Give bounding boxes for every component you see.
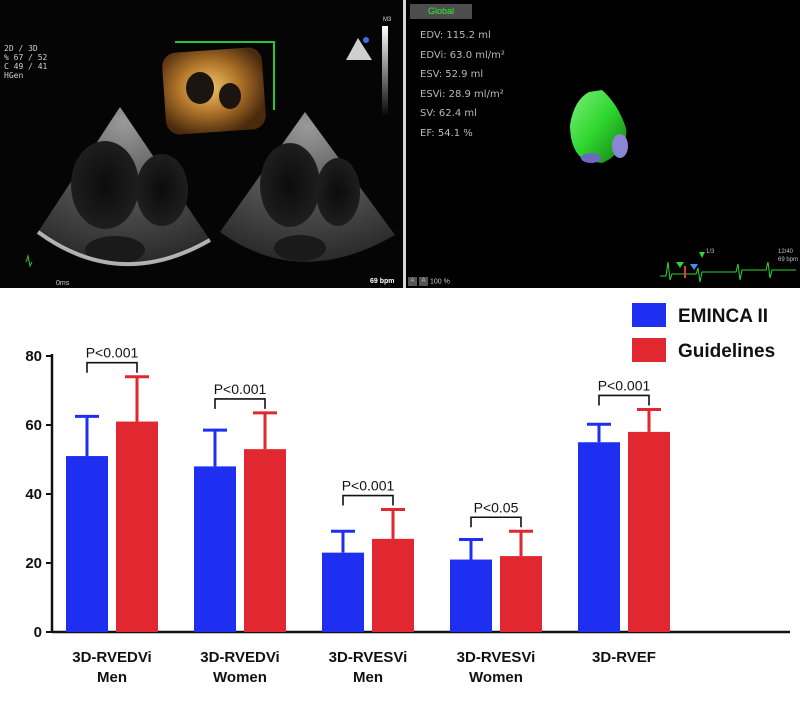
y-tick-label: 20 <box>25 555 42 572</box>
metric-esvi: ESVi: 28.9 ml/m² <box>420 88 504 100</box>
legend-swatch <box>632 303 666 327</box>
echo-ultrasound-image <box>25 37 395 268</box>
category-label: 3D-RVESVi <box>329 649 408 666</box>
bar-eminca <box>66 456 108 632</box>
metric-edv: EDV: 115.2 ml <box>420 30 491 41</box>
frame-total: 12/40 69 bpm <box>778 248 798 264</box>
bar-chart: 0 20 40 60 80 P<0.001 P<0.001 P<0.001 P<0.05 P<0.… <box>0 288 800 697</box>
setting-line: % 67 / 52 <box>4 53 48 62</box>
p-value-label: P<0.001 <box>86 345 139 361</box>
probe-orientation-icon <box>346 37 372 60</box>
metric-sv: SV: 62.4 ml <box>420 108 477 120</box>
bar-eminca <box>450 559 492 632</box>
bar-eminca <box>322 552 364 632</box>
ecg-strip <box>660 252 796 283</box>
significance-bracket <box>598 394 650 406</box>
p-value-label: P<0.001 <box>598 377 651 393</box>
metric-esv: ESV: 52.9 ml <box>420 69 484 81</box>
probe-mode-label: M3 <box>383 17 392 23</box>
bar-guidelines <box>372 538 414 632</box>
zoom-in-button[interactable]: A <box>419 277 428 286</box>
bar-chart-svg: 0 20 40 60 80 P<0.001 P<0.001 P<0.001 P<0.05 P<0.… <box>25 303 790 686</box>
category-label: Men <box>353 669 383 686</box>
category-label: Women <box>213 669 267 686</box>
time-label: 0ms <box>56 280 70 287</box>
category-label: Men <box>97 669 127 686</box>
tab-global[interactable]: Global <box>410 4 472 19</box>
y-tick-label: 80 <box>25 348 42 365</box>
volumetric-panel: Global EDV: 115.2 ml EDVi: 63.0 ml/m² ES… <box>406 0 800 288</box>
bar-eminca <box>194 466 236 632</box>
bar-guidelines <box>500 556 542 632</box>
legend-label: EMINCA II <box>678 306 768 327</box>
legend-label: Guidelines <box>678 341 775 362</box>
significance-bracket <box>214 398 266 409</box>
category-label: 3D-RVESVi <box>457 649 536 666</box>
bar-guidelines <box>244 449 286 632</box>
category-label: 3D-RVEDVi <box>200 649 279 666</box>
volume-metrics: EDV: 115.2 ml EDVi: 63.0 ml/m² ESV: 52.9… <box>420 26 505 144</box>
frame-counter: 1/3 <box>706 249 715 255</box>
frame-bpm: 69 bpm <box>778 257 799 263</box>
p-value-label: P<0.001 <box>214 381 267 397</box>
category-label: Women <box>469 669 523 686</box>
category-label: 3D-RVEF <box>592 649 656 666</box>
zoom-level: 100 % <box>430 278 450 286</box>
zoom-out-button[interactable]: A <box>408 277 417 286</box>
setting-line: HGen <box>4 71 24 80</box>
heart-rate-label: 69 bpm <box>370 278 395 285</box>
setting-line: 2D / 3D <box>4 44 38 53</box>
acquisition-settings: 2D / 3D % 67 / 52 C 49 / 41 HGen <box>4 44 47 80</box>
p-value-label: P<0.001 <box>342 478 395 494</box>
p-value-label: P<0.05 <box>474 499 519 515</box>
bar-eminca <box>578 442 620 632</box>
y-tick-label: 0 <box>34 624 42 641</box>
category-label: 3D-RVEDVi <box>72 649 151 666</box>
bar-guidelines <box>628 431 670 632</box>
significance-bracket <box>342 494 394 506</box>
significance-bracket <box>86 361 138 373</box>
zoom-controls: A A 100 % <box>408 277 450 287</box>
legend-swatch <box>632 338 666 362</box>
setting-line: C 49 / 41 <box>4 62 48 71</box>
y-tick-label: 60 <box>25 417 42 434</box>
significance-bracket <box>470 516 522 528</box>
y-tick-label: 40 <box>25 486 42 503</box>
metric-ef: EF: 54.1 % <box>420 127 473 139</box>
panel-divider <box>403 0 406 288</box>
grayscale-bar <box>382 26 388 118</box>
frame-total-value: 12/40 <box>778 249 794 255</box>
bar-guidelines <box>116 421 158 632</box>
echo-image-panel: M3 2D / 3D % 67 / 52 C 49 / 41 HGen 0ms … <box>0 0 403 288</box>
metric-edvi: EDVi: 63.0 ml/m² <box>420 49 505 61</box>
